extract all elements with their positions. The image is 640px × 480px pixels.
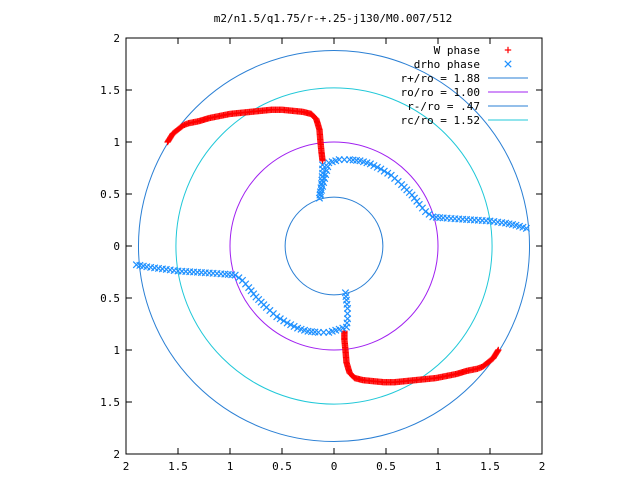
point-s1-15-1 <box>425 210 433 218</box>
x-tick-label-6: 1 <box>435 460 442 473</box>
x-tick-label-5: 0.5 <box>376 460 396 473</box>
point-s1-15 <box>421 208 430 216</box>
point-s1-34-1 <box>280 317 288 325</box>
y-tick-label-3: 0.5 <box>100 188 120 201</box>
y-tick-label-2: 1 <box>113 136 120 149</box>
point-s1-9-1 <box>370 161 378 170</box>
y-tick-label-6: 1 <box>113 344 120 357</box>
legend-label-2: r+/ro = 1.88 <box>401 72 480 85</box>
y-tick-label-8: 2 <box>113 448 120 461</box>
point-s1-9-2 <box>373 163 381 171</box>
x-tick-label-8: 2 <box>539 460 546 473</box>
x-tick-label-1: 1.5 <box>168 460 188 473</box>
point-s1-33-2 <box>287 321 295 329</box>
point-s0-21 <box>319 157 326 164</box>
reference-circles <box>137 49 531 443</box>
point-s1-33 <box>293 324 302 332</box>
x-tick-label-3: 0.5 <box>272 460 292 473</box>
chart-title: m2/n1.5/q1.75/r-+.25-j130/M0.007/512 <box>214 12 452 25</box>
point-s1-10 <box>377 165 385 173</box>
legend-label-1: drho phase <box>414 58 480 71</box>
x-tick-label-4: 0 <box>331 460 338 473</box>
y-tick-label-1: 1.5 <box>100 84 120 97</box>
y-tick-label-0: 2 <box>113 32 120 45</box>
point-s1-6 <box>335 156 343 164</box>
point-s1-33-1 <box>290 322 298 331</box>
legend-label-5: rc/ro = 1.52 <box>401 114 480 127</box>
x-tick-label-7: 1.5 <box>480 460 500 473</box>
y-tick-label-5: 0.5 <box>100 292 120 305</box>
point-s1-39 <box>238 276 247 284</box>
circle-5 <box>175 87 493 405</box>
point-s1-6-1 <box>340 156 349 164</box>
data-points <box>132 106 531 386</box>
axis-ticks: 2 1.5 1 0.5 0 0.5 1 1.5 221.510.500.511.52 <box>100 32 545 473</box>
point-s1-26-1 <box>343 309 352 318</box>
y-tick-label-7: 1.5 <box>100 396 120 409</box>
point-s1-47 <box>132 261 141 269</box>
legend-swatch-0 <box>504 46 512 54</box>
legend-swatch-1 <box>504 60 512 68</box>
legend-label-0: W phase <box>434 44 480 57</box>
y-tick-label-4: 0 <box>113 240 120 253</box>
point-s1-10-1 <box>380 167 388 175</box>
point-s1-34-2 <box>276 315 284 323</box>
legend-label-4: r-/ro = .47 <box>407 100 480 113</box>
x-tick-label-2: 1 <box>227 460 234 473</box>
point-s1-26 <box>343 304 352 313</box>
point-s1-30 <box>325 328 333 336</box>
point-s1-34 <box>283 319 291 327</box>
circle-4 <box>284 196 384 296</box>
circle-2 <box>137 49 531 443</box>
x-tick-label-0: 2 <box>123 460 130 473</box>
point-s1-9 <box>366 160 375 168</box>
point-s1-30-1 <box>319 328 328 336</box>
point-s1-39-1 <box>235 274 243 282</box>
circle-3 <box>229 141 439 351</box>
point-s1-10-2 <box>384 169 392 177</box>
point-s1-23 <box>522 224 531 232</box>
legend-label-3: ro/ro = 1.00 <box>401 86 480 99</box>
